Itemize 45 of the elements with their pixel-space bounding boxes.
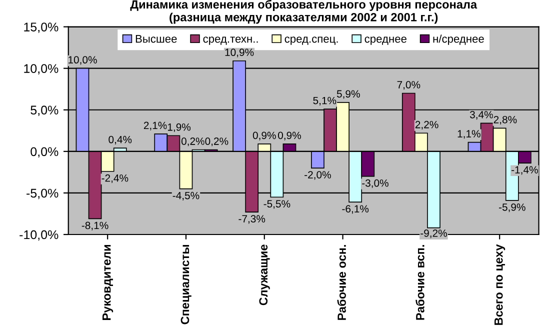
y-tick-label: 0,0% bbox=[30, 147, 58, 158]
x-tick-label: Руковдители bbox=[102, 245, 114, 320]
data-label: -5,9% bbox=[498, 203, 526, 212]
x-tick-label: Служащие bbox=[259, 244, 270, 306]
data-label: 1,1% bbox=[458, 130, 480, 139]
legend-label: сред.техн.. bbox=[203, 36, 258, 45]
data-label: 2,8% bbox=[494, 116, 517, 125]
y-tick-label: -10,0% bbox=[20, 230, 58, 241]
x-tick-label: Специалисты bbox=[180, 245, 192, 324]
data-label: -2,4% bbox=[102, 174, 128, 184]
y-tick-label: 5,0% bbox=[30, 106, 58, 116]
data-label: 10,0% bbox=[68, 56, 97, 65]
data-label: 5,1% bbox=[313, 96, 336, 106]
data-label: 0,9% bbox=[278, 132, 301, 140]
data-label: 2,2% bbox=[415, 120, 438, 130]
x-tick-label: Всего по цеху bbox=[494, 244, 506, 325]
y-tick-label: -5,0% bbox=[26, 188, 58, 200]
data-label: 7,0% bbox=[397, 81, 420, 90]
data-label: -9,2% bbox=[420, 230, 447, 238]
data-label: -1,4% bbox=[512, 166, 538, 175]
legend-label: Высшее bbox=[136, 34, 177, 43]
legend-label: сред.спец. bbox=[284, 36, 338, 45]
x-tick-label: Рабочие осн. bbox=[337, 245, 346, 320]
data-label: -4,5% bbox=[172, 192, 200, 200]
data-label: -3,0% bbox=[362, 179, 388, 188]
legend-label: среднее bbox=[364, 36, 406, 45]
data-label: 0,2% bbox=[181, 138, 204, 146]
chart-title: Динамика изменения образовательного уровня персонала (разница между показателями 2002 и 2001 г.г.) bbox=[130, 0, 478, 24]
y-tick-label: 10,0% bbox=[24, 64, 58, 74]
data-label: -5,5% bbox=[264, 200, 290, 209]
data-label: 5,9% bbox=[336, 90, 360, 99]
data-label: 10,9% bbox=[225, 48, 254, 58]
data-label: 0,2% bbox=[205, 138, 228, 146]
data-label: 1,9% bbox=[168, 123, 191, 132]
data-label: 0,9% bbox=[252, 132, 276, 140]
data-label: -2,0% bbox=[304, 171, 331, 180]
x-tick-label: Рабочие всп. bbox=[416, 245, 424, 320]
data-label: -7,3% bbox=[238, 215, 266, 224]
data-label: 3,4% bbox=[470, 110, 493, 120]
data-label: 2,1% bbox=[144, 122, 167, 130]
legend-label: н/среднее bbox=[433, 34, 484, 45]
data-label: 0,4% bbox=[108, 136, 132, 144]
data-label: -8,1% bbox=[82, 222, 108, 230]
data-label: -6,1% bbox=[342, 205, 369, 214]
y-tick-label: 15,0% bbox=[24, 22, 58, 33]
